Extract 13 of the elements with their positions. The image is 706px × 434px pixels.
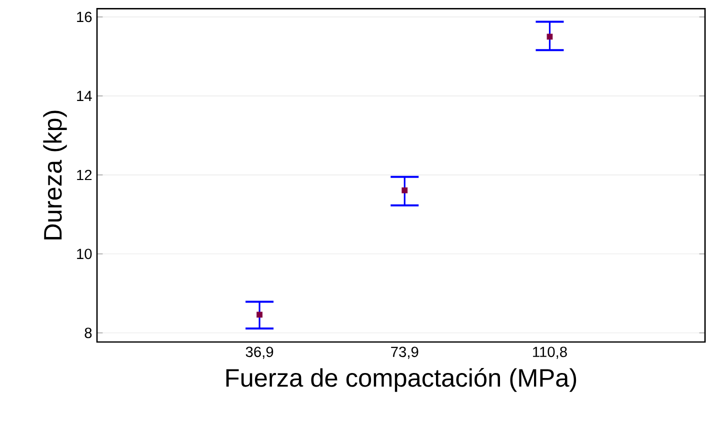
x-axis-title: Fuerza de compactación (MPa) [226, 368, 576, 392]
x-tick-label: 110,8 [533, 346, 567, 359]
y-tick-label: 12 [77, 170, 92, 180]
y-tick-label: 8 [84, 328, 92, 338]
point [256, 312, 262, 318]
x-tick-label: 36,9 [246, 346, 274, 359]
y-tick-label: 16 [77, 12, 92, 22]
y-axis-title: Dureza (kp) [43, 110, 67, 240]
y-tick-label: 10 [77, 248, 92, 260]
y-tick-label: 14 [77, 90, 92, 101]
x-tick-label: 73,9 [391, 346, 418, 359]
point [402, 187, 408, 194]
point [546, 34, 553, 40]
